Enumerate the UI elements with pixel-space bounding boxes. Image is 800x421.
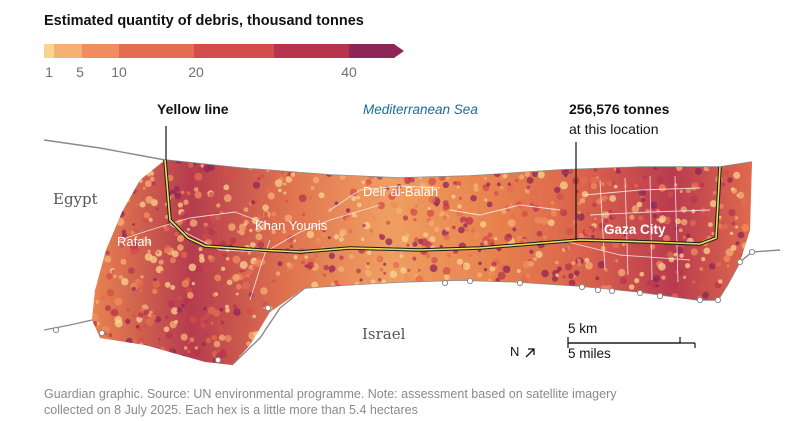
gaza-debris-map <box>43 126 781 366</box>
egypt-label: Egypt <box>53 190 98 208</box>
city-label-deir-al-balah: Deir al-Balah <box>363 184 439 199</box>
legend-color-segment <box>54 44 83 58</box>
arrow-northeast-icon <box>525 348 535 358</box>
legend-tick-20: 20 <box>188 64 204 80</box>
annotation-value: 256,576 tonnes <box>569 101 670 117</box>
legend-color-segment <box>44 44 55 58</box>
legend-arrow-tip <box>394 44 404 58</box>
legend-tick-40: 40 <box>341 64 357 80</box>
footer-line-1: Guardian graphic. Source: UN environment… <box>44 387 617 401</box>
city-label-gaza-city: Gaza City <box>604 222 666 237</box>
legend-color-segment <box>82 44 120 58</box>
legend-color-segment <box>349 44 395 58</box>
legend-tick-5: 5 <box>76 64 84 80</box>
coastal-markers <box>52 248 756 364</box>
footer-note: Guardian graphic. Source: UN environment… <box>44 386 744 418</box>
footer-line-2: collected on 8 July 2025. Each hex is a … <box>44 403 418 417</box>
north-label: N <box>510 344 520 359</box>
scale-km-label: 5 km <box>568 321 598 336</box>
legend-color-bar <box>44 44 404 58</box>
scale-miles-label: 5 miles <box>568 346 611 361</box>
legend-color-segment <box>194 44 275 58</box>
yellow-line-label: Yellow line <box>157 101 229 117</box>
gaza-strip-area <box>92 160 752 365</box>
legend-color-segment <box>119 44 195 58</box>
legend-title: Estimated quantity of debris, thousand t… <box>44 13 364 29</box>
sea-label: Mediterranean Sea <box>363 102 478 117</box>
city-label-khan-younis: Khan Younis <box>255 218 328 233</box>
israel-label: Israel <box>362 325 406 343</box>
city-label-rafah: Rafah <box>117 234 152 249</box>
legend-tick-10: 10 <box>111 64 127 80</box>
legend-color-segment <box>274 44 350 58</box>
legend-tick-1: 1 <box>45 64 53 80</box>
scale-bar <box>567 337 696 348</box>
annotation-text: at this location <box>569 121 659 137</box>
